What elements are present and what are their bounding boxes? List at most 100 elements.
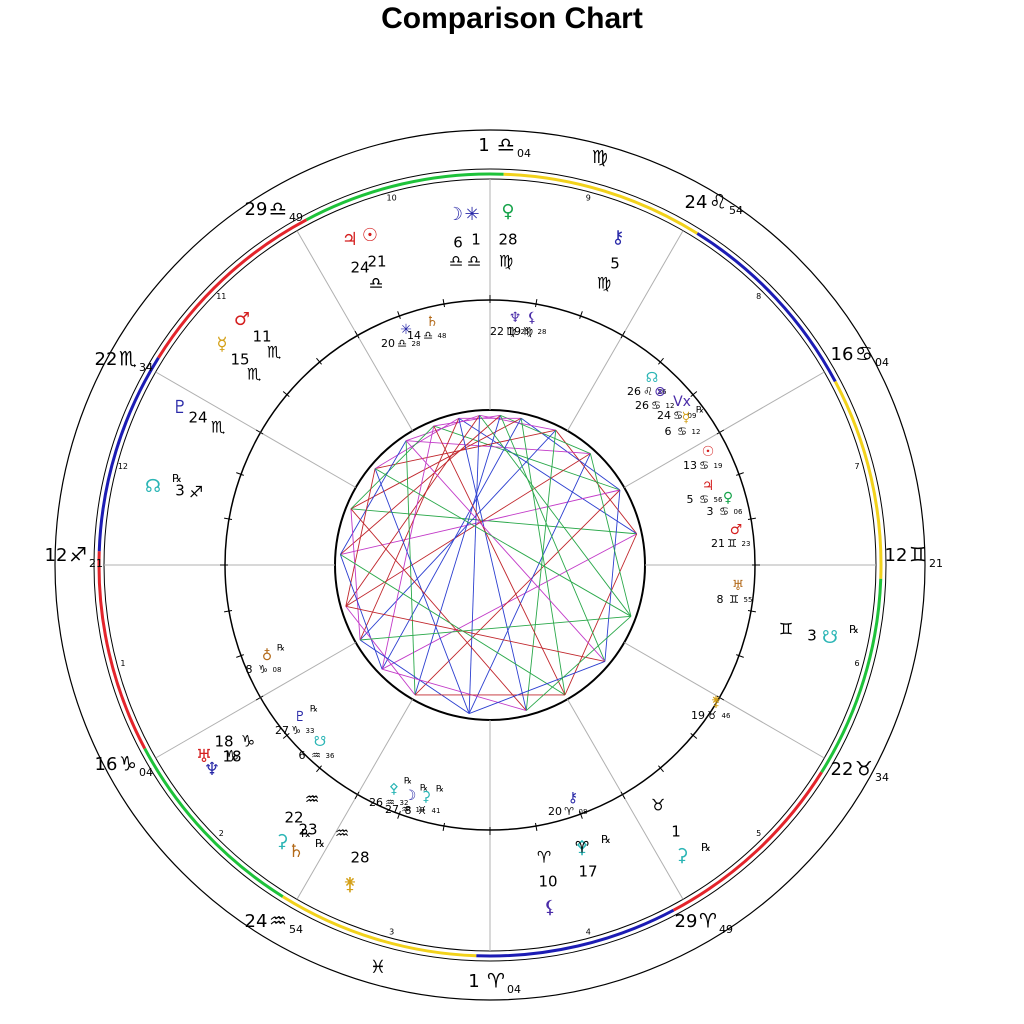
planet-minutes: 09 [688,412,697,420]
aspect-line [345,606,416,696]
planet-degree: 27 [385,803,399,816]
inner-planet: ⚴ 26 ♒ 32 ℞ [369,777,412,810]
outer-planet: ⚷ 5♍ [597,227,625,293]
degree-tick [354,791,360,800]
house-number: 12 [118,462,128,471]
planet-sign-icon: ♎ [369,274,383,293]
aspect-line [468,660,606,714]
element-arc [503,172,698,235]
outer-planet: ☽ 6♎ [447,204,463,271]
house-cusp-label: 16 ♋ 04 [831,342,889,370]
house-cusp-line [155,642,357,759]
planet-degree: 14 [407,329,421,342]
planet-sign-icon: ♒ [305,790,319,809]
house-cusp-label: 24 ♌ 54 [685,190,743,218]
planet-degree: 21 [711,537,725,550]
planet-degree: 19 [507,325,521,338]
degree-tick [236,472,244,476]
house-number: 6 [855,659,860,668]
planet-glyph-icon: ♅ [732,578,745,594]
aspect-line [525,615,632,711]
planet-glyph-icon: ⚵ [711,694,721,710]
cusp-degree: 24 [245,911,268,932]
planet-degree: 6 [299,749,306,762]
planet-glyph-icon: ♂ [234,309,250,330]
planet-glyph-icon: ♆ [204,759,220,780]
inner-planet: ♀ 3 ♋ 06 [707,490,743,518]
degree-tick [736,472,744,476]
planet-glyph-icon: ⚸ [527,310,537,326]
planet-glyph-icon: ⚷ [568,790,578,806]
house-cusp-label: 29 ♈ 49 [675,909,733,937]
inner-planet: ♁ 8 ♑ 08 ℞ [246,644,286,677]
planet-degree: 3 [175,482,185,500]
planet-minutes: 36 [326,752,335,760]
planet-glyph-icon: ♂ [730,522,743,538]
aspect-line [564,533,638,696]
inner-planet: ⚷ 20 ♈ 08 [548,790,587,818]
house-cusp-line [155,371,357,488]
aspect-circle [334,409,646,721]
planet-degree: 20 [381,337,395,350]
cusp-sign-icon: ♐ [69,543,87,567]
outer-planet: ⚵ 28♒ [335,824,370,896]
planet-glyph-icon: ⚵ [343,874,356,895]
planet-degree: 6 [453,234,463,252]
aspect-line [381,425,435,670]
cusp-minutes: 21 [89,557,103,570]
retrograde-icon: ℞ [172,472,182,485]
retrograde-icon: ℞ [404,777,412,787]
cusp-minutes: 49 [719,923,733,936]
aspect-line [359,429,557,641]
inner-planet: ✳ 20 ♎ 28 [381,322,420,350]
degree-tick [535,299,538,308]
house-number: 3 [389,928,394,937]
planet-glyph-icon: ♃ [702,478,715,494]
inner-planet: ☉ 13 ♋ 19 [683,444,722,472]
house-number: 4 [586,928,591,937]
planet-glyph-icon: ⚷ [611,227,624,248]
aspect-line [458,417,637,535]
planet-glyph-icon: ☉ [362,225,378,246]
house-cusp-label: 12 ♊ 21 [885,543,943,571]
planet-glyph-icon: ✳ [464,204,479,225]
cusp-degree: 16 [95,754,118,775]
intercepted-sign-icon: ♓ [370,957,386,978]
planet-glyph-icon: ♅ [196,746,212,767]
aspect-line [345,605,606,662]
cusp-minutes: 04 [875,356,889,369]
house-cusp-line [567,230,684,432]
planet-glyph-icon: ☋ [314,734,326,750]
outer-planet: ♂11♏ [234,309,281,362]
retrograde-icon: ℞ [601,833,611,846]
planet-minutes: 33 [306,727,315,735]
planet-sign-icon: ♋ [699,493,709,506]
outer-planet: ⚸ 10 ♈ [537,848,558,919]
inner-planet: ♆ 22 ♍ 25 [490,310,529,338]
element-arc [833,380,883,579]
planet-glyph-icon: ⚸ [543,897,556,918]
planet-minutes: 12 [666,402,675,410]
aspect-line [350,425,435,510]
inner-planet: ⚳ 8 ♓ 41 ℞ [405,785,445,818]
inner-planet: ☊ 26 ♌ 36 [627,370,667,398]
inner-planet: ♇ 27 ♑ 33 ℞ [275,705,318,738]
degree-tick [620,330,626,339]
degree-tick [716,429,725,435]
planet-glyph-icon: ⚳ [421,789,431,805]
house-lines [104,179,876,951]
cusp-minutes: 04 [517,147,531,160]
planet-glyph-icon: ♀ [723,490,733,506]
inner-planet: ☽ 27 ♒ 10 ℞ [385,784,428,817]
house-number: 1 [120,659,125,668]
cusp-sign-icon: ♒ [269,909,287,933]
house-cusp-label: 22 ♏ 34 [95,347,153,375]
outer-planet: ☉ 21 ♎ [362,225,387,293]
degree-tick [224,610,233,613]
planet-sign-icon: ♑ [258,663,268,676]
house-number: 2 [219,829,224,838]
aspect-line [374,429,556,470]
element-arc [476,908,675,958]
planet-sign-icon: ♌ [643,385,653,398]
planet-degree: 15 [230,351,249,369]
